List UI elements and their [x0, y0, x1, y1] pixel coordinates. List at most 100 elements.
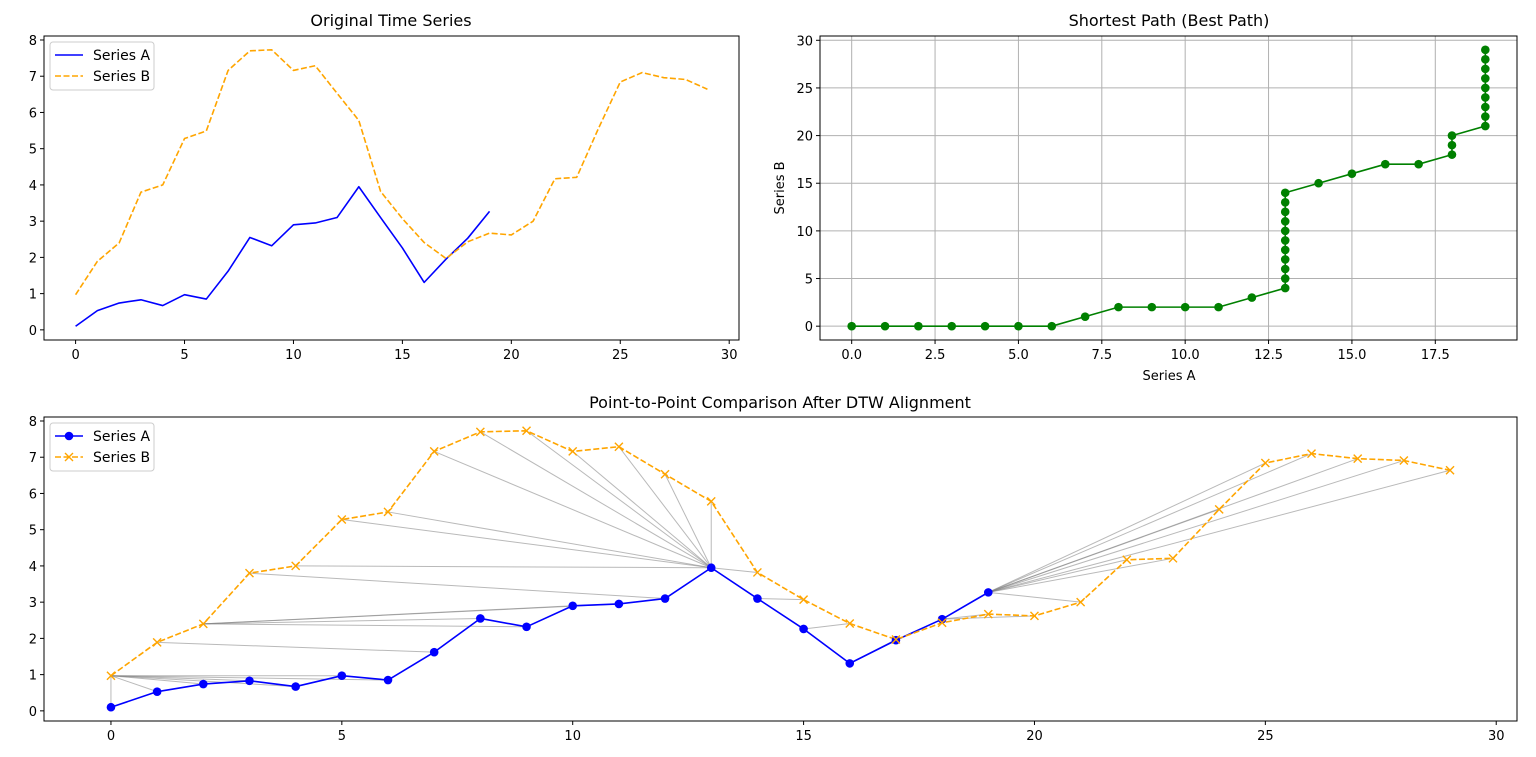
series-b-point: [614, 442, 624, 452]
path-point: [1280, 236, 1290, 245]
y-tick-label: 3: [29, 215, 37, 230]
path-point: [1280, 188, 1290, 198]
y-tick-label: 30: [796, 34, 813, 49]
y-tick-label: 15: [796, 177, 813, 192]
series-b-point: [706, 496, 716, 506]
alignment-connector: [295, 565, 712, 569]
chart-dtw-comparison: Point-to-Point Comparison After DTW Alig…: [29, 393, 1518, 744]
x-tick-label: 15: [394, 348, 411, 363]
series-a-point: [476, 614, 485, 623]
series-a-point: [106, 702, 116, 712]
path-point: [1481, 64, 1490, 74]
series-b-point: [1076, 597, 1086, 607]
series-b-point: [429, 446, 439, 456]
series-a-point: [383, 675, 393, 685]
chart-original-time-series: Original Time Series 0 5 10 15 20 25 30 0 1 2 3 4 5 6…: [29, 11, 740, 363]
series-b-point: [845, 619, 855, 629]
x-tick-label: 7.5: [1091, 348, 1112, 363]
series-a-point: [522, 622, 531, 632]
alignment-connector: [988, 469, 1451, 593]
series-b-line: [74, 48, 708, 296]
series-b-point: [337, 515, 347, 525]
path-point: [1247, 293, 1257, 302]
chart-title: Original Time Series: [310, 11, 471, 30]
x-tick-label: 20: [1026, 729, 1043, 744]
y-tick-label: 0: [29, 705, 37, 720]
y-tick-label: 7: [29, 70, 37, 85]
series-b-point: [1260, 458, 1270, 468]
path-point: [1180, 302, 1190, 312]
path-point: [880, 321, 890, 331]
series-a-point: [753, 594, 762, 603]
path-point: [1447, 131, 1457, 140]
alignment-connector: [988, 462, 1266, 593]
x-tick-label: 5: [338, 729, 346, 744]
x-tick-label: 0: [71, 348, 79, 363]
chart-title: Point-to-Point Comparison After DTW Alig…: [589, 393, 971, 412]
legend-box: [49, 422, 155, 472]
series-b-point: [937, 618, 947, 628]
x-tick-label: 10.0: [1171, 348, 1200, 363]
series-b-point: [983, 609, 993, 619]
x-tick-label: 15.0: [1337, 348, 1366, 363]
alignment-connector: [433, 450, 712, 569]
x-tick-label: 0.0: [841, 348, 862, 363]
y-tick-label: 25: [796, 82, 813, 97]
y-tick-label: 20: [796, 130, 813, 145]
series-a-line: [110, 566, 989, 708]
path-point: [847, 321, 856, 331]
series-a-point: [799, 624, 808, 634]
alignment-connector: [341, 519, 712, 569]
y-tick-label: 5: [29, 143, 37, 158]
path-point: [1481, 45, 1490, 55]
path-point: [914, 321, 923, 331]
alignment-connector: [757, 598, 804, 601]
path-point: [1280, 217, 1290, 226]
path-point: [1280, 255, 1290, 264]
x-tick-label: 5.0: [1008, 348, 1029, 363]
path-point: [1481, 121, 1490, 131]
path-point: [1380, 159, 1390, 169]
series-b-point: [152, 637, 162, 647]
legend-label: Series A: [93, 48, 151, 64]
alignment-connector: [803, 623, 850, 630]
series-a-point: [660, 594, 670, 603]
series-b-point: [1122, 555, 1132, 565]
x-axis-label: Series A: [1142, 369, 1195, 384]
path-point: [947, 321, 957, 331]
y-tick-label: 4: [29, 560, 37, 575]
alignment-connector: [988, 458, 1358, 593]
path-point: [1280, 274, 1290, 283]
series-a-point: [245, 676, 254, 686]
series-a-point: [845, 659, 855, 668]
x-tick-label: 17.5: [1421, 348, 1450, 363]
path-point: [1314, 178, 1323, 188]
chart-title: Shortest Path (Best Path): [1069, 11, 1270, 30]
y-tick-label: 8: [29, 34, 37, 49]
series-b-point: [1029, 611, 1039, 621]
path-point: [1280, 226, 1290, 236]
y-tick-label: 2: [29, 632, 37, 647]
alignment-connector: [988, 453, 1312, 593]
series-b-line: [110, 429, 1451, 677]
y-tick-label: 0: [805, 320, 813, 335]
series-b-point: [291, 561, 301, 571]
series-a-point: [568, 601, 578, 611]
alignment-connector: [203, 617, 481, 625]
path-point: [1481, 112, 1490, 121]
series-a-point: [429, 647, 439, 657]
path-point: [1080, 312, 1090, 321]
series-b-point: [660, 469, 670, 479]
alignment-connector: [572, 451, 712, 569]
path-point: [1447, 150, 1457, 159]
series-a-point: [614, 599, 624, 609]
y-tick-label: 2: [29, 251, 37, 266]
path-point: [1047, 321, 1057, 331]
y-tick-label: 6: [29, 487, 37, 502]
path-point: [980, 321, 990, 331]
path-point: [1280, 197, 1290, 207]
path-point: [1481, 93, 1490, 102]
legend-box: [49, 41, 155, 91]
